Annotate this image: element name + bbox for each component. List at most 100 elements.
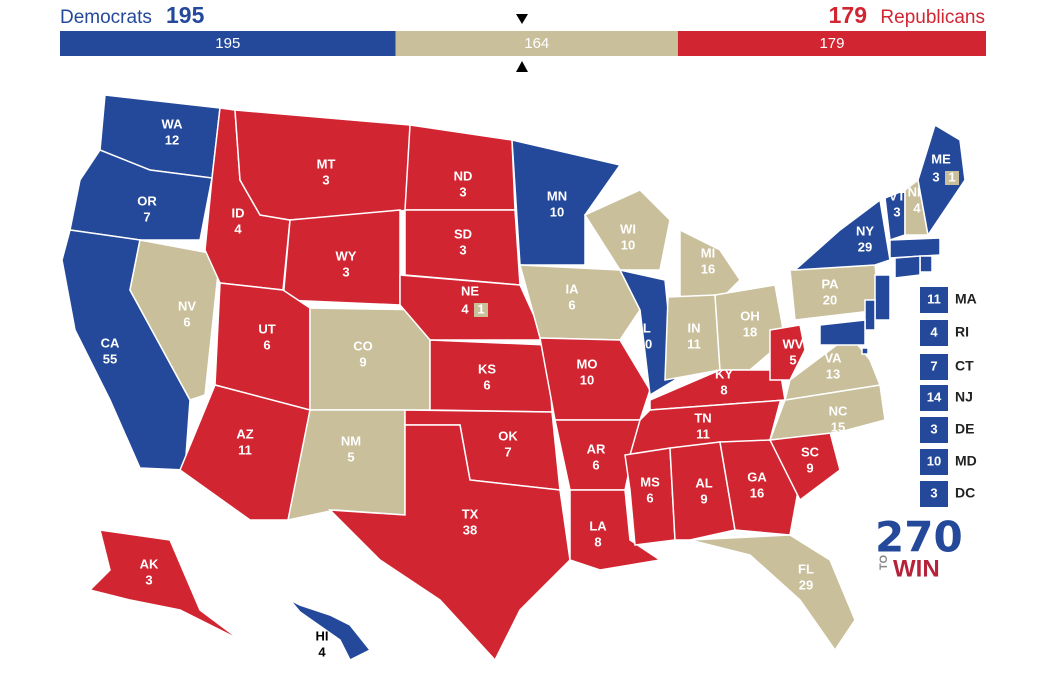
state-abbr: PA xyxy=(821,276,839,291)
callout-votes: 11 xyxy=(927,291,941,306)
state-abbr: NE xyxy=(461,283,479,298)
state-abbr: WV xyxy=(783,336,804,351)
split-votes: 1 xyxy=(477,301,484,316)
state-votes: 3 xyxy=(893,204,900,219)
state xyxy=(719,439,801,536)
state-votes: 16 xyxy=(701,261,715,276)
state xyxy=(539,337,651,421)
state-votes: 11 xyxy=(696,426,710,441)
callout-box xyxy=(920,449,948,475)
state-votes: 10 xyxy=(621,237,635,252)
state-votes: 5 xyxy=(347,449,354,464)
callout-box xyxy=(920,481,948,507)
state-votes: 8 xyxy=(720,382,727,397)
logo-to: TO xyxy=(878,554,890,570)
state-votes: 29 xyxy=(799,577,813,592)
state-abbr: SC xyxy=(801,444,820,459)
state xyxy=(874,274,891,321)
state-votes: 8 xyxy=(594,534,601,549)
state-votes: 3 xyxy=(342,264,349,279)
state-abbr: TN xyxy=(694,410,711,425)
state-abbr: MN xyxy=(547,188,567,203)
state-votes: 55 xyxy=(103,351,117,366)
callout-abbr: DC xyxy=(955,485,975,501)
split-votes: 1 xyxy=(948,169,955,184)
state xyxy=(894,255,921,279)
state xyxy=(519,264,641,341)
state xyxy=(583,189,671,271)
state-votes: 4 xyxy=(234,221,242,236)
state-votes: 15 xyxy=(831,419,845,434)
state-votes: 18 xyxy=(743,324,757,339)
state-abbr: NV xyxy=(178,298,196,313)
state xyxy=(569,489,662,571)
state-abbr: MT xyxy=(317,156,336,171)
state-abbr: NM xyxy=(341,433,361,448)
state-abbr: NC xyxy=(829,403,848,418)
callout-abbr: DE xyxy=(955,421,974,437)
bar-segment xyxy=(395,31,678,56)
callout-votes: 10 xyxy=(927,453,941,468)
callout-box xyxy=(920,320,948,346)
state-abbr: NY xyxy=(856,223,874,238)
callout-votes: 14 xyxy=(927,389,942,404)
state-abbr: SD xyxy=(454,226,472,241)
callout-box xyxy=(920,385,948,411)
callout-votes: 7 xyxy=(930,358,937,373)
state-abbr: AL xyxy=(695,475,712,490)
state-abbr: MI xyxy=(701,245,715,260)
state-votes: 16 xyxy=(750,485,764,500)
state xyxy=(689,534,856,652)
bar-label: 179 xyxy=(819,35,844,52)
state xyxy=(864,299,876,331)
state-votes: 20 xyxy=(638,336,652,351)
callout-abbr: NJ xyxy=(955,389,973,405)
bar-segment xyxy=(677,31,986,56)
state-abbr: ME xyxy=(931,151,951,166)
callout-abbr: CT xyxy=(955,358,974,374)
callout-votes: 3 xyxy=(930,485,937,500)
state-votes: 3 xyxy=(322,172,329,187)
logo-number: 270 xyxy=(875,513,963,562)
state-votes: 6 xyxy=(263,337,270,352)
state xyxy=(69,149,213,241)
midpoint-arrow-down xyxy=(516,14,528,24)
state xyxy=(399,274,547,341)
callout-abbr: MD xyxy=(955,453,977,469)
state xyxy=(861,347,869,355)
state-abbr: WI xyxy=(620,221,636,236)
callout-abbr: MA xyxy=(955,291,977,307)
state-votes: 6 xyxy=(646,490,653,505)
state-votes: 3 xyxy=(932,169,939,184)
callout-box xyxy=(920,417,948,443)
dem-label: Democrats xyxy=(60,7,152,28)
state-votes: 6 xyxy=(592,457,599,472)
state-votes: 3 xyxy=(145,572,152,587)
state xyxy=(624,447,676,546)
state-abbr: AZ xyxy=(236,426,253,441)
state-abbr: IA xyxy=(566,281,580,296)
callout-box xyxy=(920,287,948,313)
state-abbr: OH xyxy=(740,308,760,323)
bar-segment xyxy=(60,31,396,56)
state-votes: 38 xyxy=(463,522,477,537)
state-abbr: AR xyxy=(587,441,606,456)
state-abbr: MS xyxy=(640,474,660,489)
bar-label: 164 xyxy=(524,35,549,52)
state-votes: 9 xyxy=(806,460,813,475)
state-abbr: OK xyxy=(498,428,518,443)
state-votes: 7 xyxy=(143,209,150,224)
state-votes: 20 xyxy=(823,292,837,307)
state-abbr: MO xyxy=(577,356,598,371)
state-votes: 7 xyxy=(504,444,511,459)
callout-abbr: RI xyxy=(955,324,969,340)
state-votes: 11 xyxy=(238,442,252,457)
split-box xyxy=(474,303,488,317)
state-abbr: VT xyxy=(889,188,906,203)
state-abbr: IN xyxy=(688,320,701,335)
midpoint-arrow-up xyxy=(516,61,528,72)
state-votes: 12 xyxy=(165,132,179,147)
state-abbr: UT xyxy=(258,321,275,336)
state-abbr: LA xyxy=(589,518,607,533)
state-votes: 6 xyxy=(483,377,490,392)
